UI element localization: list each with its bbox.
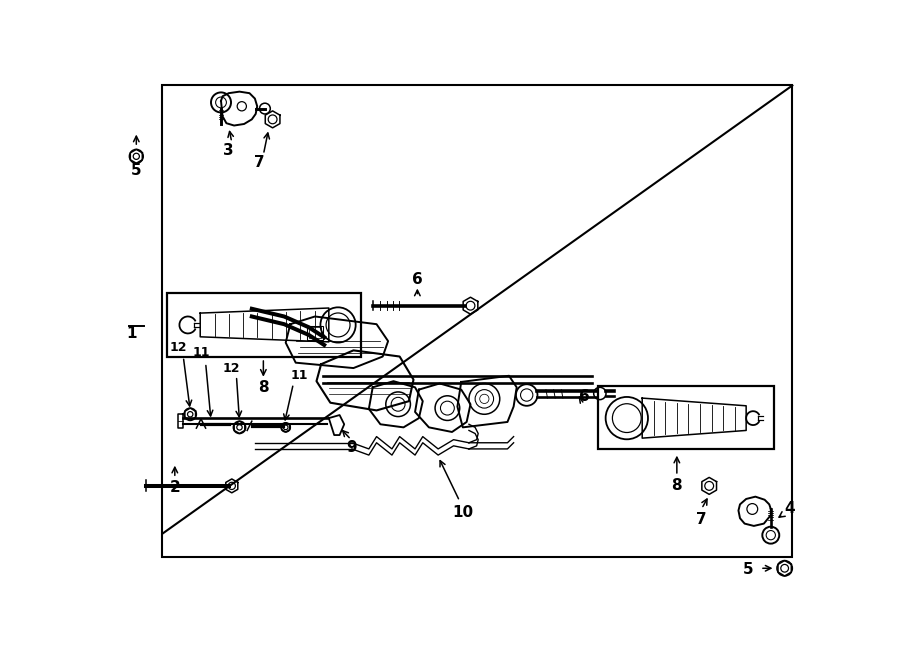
Text: 11: 11 xyxy=(193,346,210,359)
Text: 5: 5 xyxy=(743,562,754,576)
Text: 3: 3 xyxy=(223,143,234,158)
Text: 6: 6 xyxy=(412,272,423,287)
Text: 7: 7 xyxy=(254,155,265,170)
Bar xyxy=(307,326,322,340)
Text: 5: 5 xyxy=(131,163,141,178)
Text: 1: 1 xyxy=(126,326,137,341)
Text: 6: 6 xyxy=(579,389,590,404)
Text: 8: 8 xyxy=(258,380,269,395)
Text: 12: 12 xyxy=(223,362,240,375)
Text: 9: 9 xyxy=(346,440,356,455)
Text: 7: 7 xyxy=(697,512,706,527)
Text: 4: 4 xyxy=(785,502,796,516)
Bar xyxy=(309,327,321,338)
Bar xyxy=(598,386,774,449)
Bar xyxy=(167,293,361,356)
Text: 12: 12 xyxy=(169,341,186,354)
Text: 2: 2 xyxy=(169,480,180,495)
Text: 11: 11 xyxy=(291,369,309,382)
Text: 10: 10 xyxy=(452,504,473,520)
Text: 8: 8 xyxy=(671,479,682,493)
